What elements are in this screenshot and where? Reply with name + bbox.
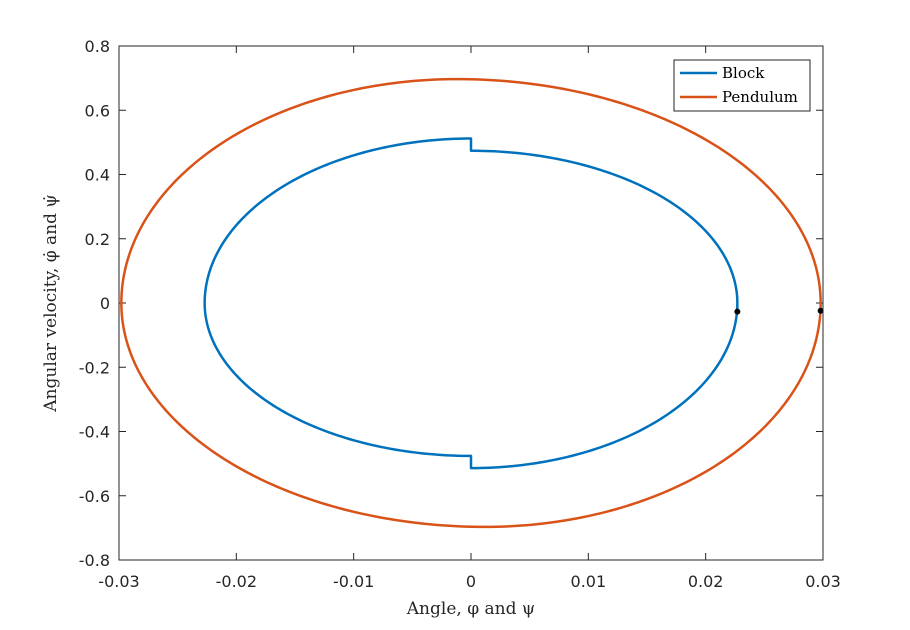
y-tick-label: -0.4 [79, 423, 110, 442]
end-markers [734, 307, 824, 315]
legend-label-pendulum: Pendulum [722, 88, 798, 106]
end-point-block [734, 308, 741, 315]
x-tick-label: -0.02 [216, 572, 257, 591]
series-line-block [203, 137, 739, 470]
series-group [120, 77, 822, 529]
legend-box [673, 59, 811, 112]
y-tick-label: -0.8 [79, 551, 110, 570]
y-tick-label: -0.6 [79, 487, 110, 506]
series-line-pendulum [120, 77, 822, 529]
x-axis-label: Angle, φ and ψ [406, 599, 535, 619]
x-tick-label: 0.01 [571, 572, 607, 591]
x-tick-label: -0.01 [333, 572, 374, 591]
x-tick-label: -0.03 [98, 572, 139, 591]
y-tick-label: -0.2 [79, 358, 110, 377]
plot-frame [118, 45, 824, 561]
y-tick-label: 0.8 [85, 37, 110, 56]
plot-background [119, 46, 823, 560]
tick-labels: -0.03 -0.02 -0.01 0 0.01 0.02 0.03 0.8 0.6 0.4 0.2… [79, 37, 841, 591]
legend: Block Pendulum [673, 59, 811, 112]
x-tick-label: 0.02 [688, 572, 724, 591]
y-tick-label: 0.4 [85, 166, 110, 185]
end-point-pendulum [817, 307, 824, 314]
y-tick-label: 0.2 [85, 230, 110, 249]
x-tick-label: 0.03 [805, 572, 841, 591]
y-axis-label: Angular velocity, φ̇ and ψ̇ [41, 194, 61, 412]
legend-label-block: Block [722, 64, 765, 82]
x-tick-label: 0 [466, 572, 476, 591]
y-tick-label: 0.6 [85, 101, 110, 120]
y-tick-label: 0 [100, 294, 110, 313]
